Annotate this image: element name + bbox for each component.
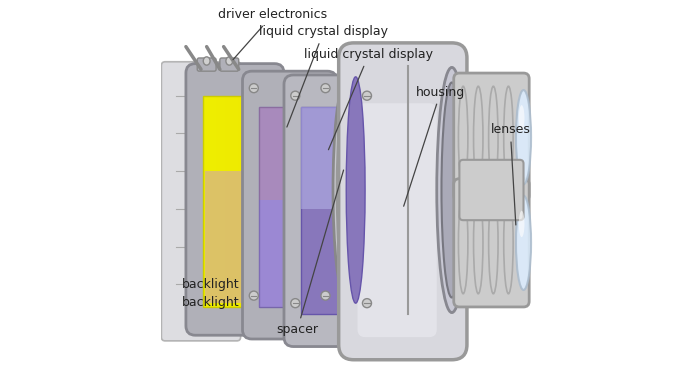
Ellipse shape bbox=[516, 90, 531, 184]
Bar bbox=[225, 96, 228, 307]
FancyBboxPatch shape bbox=[459, 160, 524, 220]
Bar bbox=[206, 96, 209, 307]
Bar bbox=[260, 280, 312, 294]
Bar bbox=[260, 174, 312, 187]
Ellipse shape bbox=[346, 77, 365, 303]
Circle shape bbox=[321, 84, 330, 93]
Bar bbox=[260, 294, 312, 307]
Bar bbox=[222, 96, 225, 307]
Bar bbox=[260, 253, 312, 267]
FancyBboxPatch shape bbox=[162, 62, 241, 341]
Ellipse shape bbox=[442, 82, 462, 298]
Bar bbox=[241, 96, 244, 307]
Bar bbox=[260, 214, 312, 227]
Ellipse shape bbox=[333, 86, 356, 294]
Circle shape bbox=[363, 299, 372, 308]
Circle shape bbox=[321, 291, 330, 300]
Bar bbox=[260, 160, 312, 174]
Bar bbox=[260, 267, 312, 280]
Circle shape bbox=[290, 299, 300, 308]
Circle shape bbox=[363, 91, 372, 100]
Text: housing: housing bbox=[404, 86, 466, 206]
FancyBboxPatch shape bbox=[220, 58, 239, 71]
FancyBboxPatch shape bbox=[186, 63, 284, 335]
FancyBboxPatch shape bbox=[301, 107, 350, 315]
FancyBboxPatch shape bbox=[242, 71, 337, 339]
Bar bbox=[260, 107, 312, 120]
Text: spacer: spacer bbox=[276, 170, 344, 336]
Text: backlight: backlight bbox=[181, 296, 239, 309]
Circle shape bbox=[249, 84, 258, 93]
Bar bbox=[260, 240, 312, 253]
Bar bbox=[251, 96, 254, 307]
Ellipse shape bbox=[226, 57, 232, 65]
Bar bbox=[260, 134, 312, 147]
Bar bbox=[264, 96, 267, 307]
Bar bbox=[232, 96, 235, 307]
Ellipse shape bbox=[437, 67, 467, 313]
Ellipse shape bbox=[203, 57, 210, 65]
Bar bbox=[260, 227, 312, 240]
Circle shape bbox=[249, 291, 258, 300]
FancyBboxPatch shape bbox=[205, 171, 242, 303]
Text: liquid crystal display: liquid crystal display bbox=[304, 48, 433, 150]
Bar bbox=[258, 96, 260, 307]
Bar bbox=[228, 96, 232, 307]
Bar bbox=[260, 96, 264, 307]
Text: lenses: lenses bbox=[491, 124, 531, 225]
Bar bbox=[244, 96, 248, 307]
FancyBboxPatch shape bbox=[301, 107, 350, 209]
Bar bbox=[209, 96, 213, 307]
Bar bbox=[260, 187, 312, 200]
FancyBboxPatch shape bbox=[358, 103, 437, 337]
FancyBboxPatch shape bbox=[197, 58, 216, 71]
Bar bbox=[238, 96, 242, 307]
FancyBboxPatch shape bbox=[260, 107, 312, 307]
Bar bbox=[260, 200, 312, 214]
FancyBboxPatch shape bbox=[203, 96, 267, 307]
Text: driver electronics: driver electronics bbox=[218, 8, 327, 60]
Text: backlight: backlight bbox=[181, 278, 239, 291]
Ellipse shape bbox=[519, 211, 524, 237]
Bar bbox=[219, 96, 222, 307]
Bar bbox=[248, 96, 251, 307]
Ellipse shape bbox=[516, 196, 531, 290]
FancyBboxPatch shape bbox=[454, 179, 529, 307]
Bar bbox=[260, 147, 312, 160]
Ellipse shape bbox=[337, 100, 352, 280]
Ellipse shape bbox=[519, 105, 524, 131]
FancyBboxPatch shape bbox=[454, 73, 529, 201]
Bar bbox=[203, 96, 206, 307]
Circle shape bbox=[290, 91, 300, 100]
Bar bbox=[213, 96, 216, 307]
Bar bbox=[235, 96, 238, 307]
Text: liquid crystal display: liquid crystal display bbox=[259, 25, 388, 127]
FancyBboxPatch shape bbox=[339, 43, 467, 360]
Bar bbox=[260, 120, 312, 134]
Bar bbox=[254, 96, 258, 307]
FancyBboxPatch shape bbox=[284, 75, 375, 347]
Bar bbox=[216, 96, 219, 307]
